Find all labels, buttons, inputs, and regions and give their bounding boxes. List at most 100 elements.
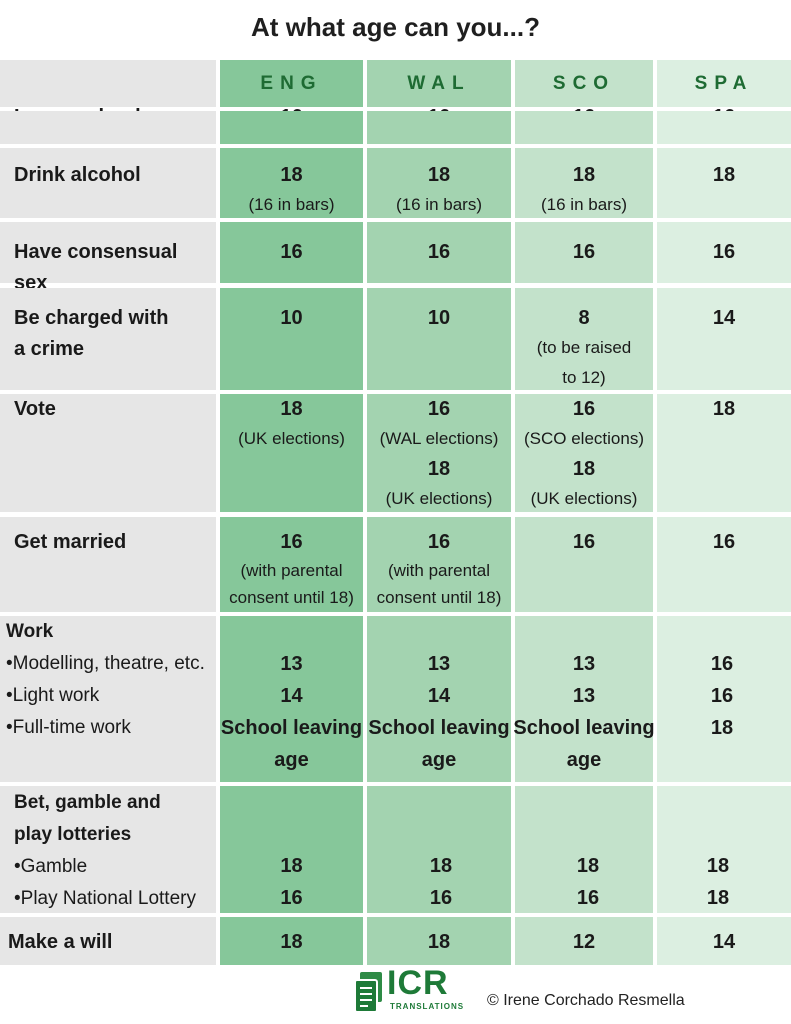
value: 14 [712, 307, 736, 329]
value-cell: 16 [367, 222, 511, 283]
row-label-fill [0, 616, 216, 782]
table-row-vote: Vote 18 (UK elections) 16 (WAL elections) 1… [0, 394, 791, 512]
value: 18 [712, 398, 736, 420]
work-item: •Full-time work [6, 717, 131, 738]
value: 18 [427, 164, 451, 186]
value: 16 [576, 887, 600, 909]
value-note: to 12) [562, 368, 606, 387]
value-cell: 13 13 School leaving age [513, 648, 655, 776]
row-label-line: Bet, gamble and [14, 792, 161, 813]
value-cell: 18 18 [651, 850, 785, 914]
value-note: (WAL elections) [379, 429, 499, 448]
value-cell: 18 16 [218, 850, 365, 914]
value: age [274, 749, 309, 771]
value-cell: 8 (to be raised to 12) [515, 288, 653, 390]
value-cell: 16 (SCO elections) 18 (UK elections) [515, 394, 653, 512]
fill [367, 616, 511, 782]
value: 18 [706, 855, 730, 877]
table-row-married: Get married 16 (with parental consent unti… [0, 517, 791, 612]
value: 14 [712, 931, 736, 953]
value: 16 [572, 398, 596, 420]
header-cell-spa: SPA [657, 60, 791, 107]
table-row-will: Make a will 18 18 12 14 [0, 917, 791, 965]
row-label-cell: Be charged with a crime [0, 288, 216, 390]
value: 18 [706, 887, 730, 909]
value: 13 [572, 685, 596, 707]
value: 13 [427, 653, 451, 675]
value: 16 [710, 653, 734, 675]
value-cell: 12 [515, 917, 653, 965]
value: School leaving [513, 717, 655, 739]
row-label: Make a will [8, 931, 113, 953]
row-label: Work [6, 621, 54, 642]
value-note: (with parental [240, 561, 343, 580]
table-row-work: Work •Modelling, theatre, etc. •Light wo… [0, 616, 791, 782]
value-note: (with parental [387, 561, 491, 580]
logo-subtext: TRANSLATIONS [390, 1002, 465, 1011]
value-cell: 18 (16 in bars) [515, 148, 653, 218]
fill [220, 786, 363, 913]
value: 16 [712, 531, 736, 553]
value-note: consent until 18) [376, 588, 502, 607]
header-blank [0, 60, 220, 107]
leave-school-fill [0, 111, 791, 144]
row-label: Drink alcohol [14, 164, 141, 186]
value-cell: 18 [367, 917, 511, 965]
fill [515, 616, 653, 782]
value: 14 [280, 685, 303, 707]
value: 16 [280, 241, 303, 263]
value-cell: 10 [367, 288, 511, 390]
value: 10 [280, 307, 303, 329]
icr-logo: ICR TRANSLATIONS [354, 964, 463, 1018]
fill [657, 111, 791, 144]
value-cell: 14 [657, 288, 791, 390]
work-item: •Modelling, theatre, etc. [6, 653, 205, 674]
header-cell-wal: WAL [367, 60, 515, 107]
work-label: Work •Modelling, theatre, etc. •Light wo… [0, 616, 205, 744]
value: 18 [576, 855, 600, 877]
row-label-line: Be charged with [14, 307, 169, 329]
value: 18 [280, 855, 303, 877]
fill [0, 111, 216, 144]
value: 14 [427, 685, 451, 707]
value: 18 [429, 855, 453, 877]
value: 18 [280, 931, 303, 953]
value: 18 [572, 458, 596, 480]
column-header-sco: SCO [552, 72, 616, 94]
value-note: (UK elections) [385, 489, 493, 508]
fill [657, 786, 791, 913]
value: 16 [429, 887, 453, 909]
value: 18 [280, 164, 303, 186]
value-cell: 16 [220, 222, 363, 283]
value-note: (16 in bars) [396, 195, 482, 214]
value: 10 [427, 307, 451, 329]
fill [220, 616, 363, 782]
table-header-row: ENG WAL SCO SPA [0, 60, 791, 111]
value: 18 [427, 931, 451, 953]
value-cell: 18 [657, 394, 791, 512]
value: 12 [572, 931, 596, 953]
row-label-cell: Get married [0, 517, 216, 612]
value: 8 [578, 307, 590, 329]
row-label-cell: Vote [0, 394, 216, 512]
gamble-item: •Gamble [14, 856, 88, 877]
value-cell: 13 14 School leaving age [218, 648, 365, 776]
row-label-cell: Drink alcohol [0, 148, 216, 218]
value-cell: 16 [515, 222, 653, 283]
value-cell: 16 16 18 [655, 648, 789, 744]
header-cell-eng: ENG [220, 60, 367, 107]
value: 16 [710, 685, 734, 707]
value: 16 [572, 531, 596, 553]
value-cell: 16 [657, 222, 791, 283]
value-note: (to be raised [536, 338, 632, 357]
table-row-sex: Have consensual sex 16 16 16 16 [0, 222, 791, 294]
value-cell: 13 14 School leaving age [365, 648, 513, 776]
value: age [566, 749, 602, 771]
table-row-gamble: Bet, gamble and play lotteries •Gamble •… [0, 786, 791, 913]
value: 13 [280, 653, 303, 675]
value-cell: 18 (UK elections) [220, 394, 363, 512]
value-cell: 18 [657, 148, 791, 218]
value: 18 [710, 717, 734, 739]
footer: ICR TRANSLATIONS © Irene Corchado Resmel… [0, 964, 791, 1024]
value-cell: 10 [220, 288, 363, 390]
